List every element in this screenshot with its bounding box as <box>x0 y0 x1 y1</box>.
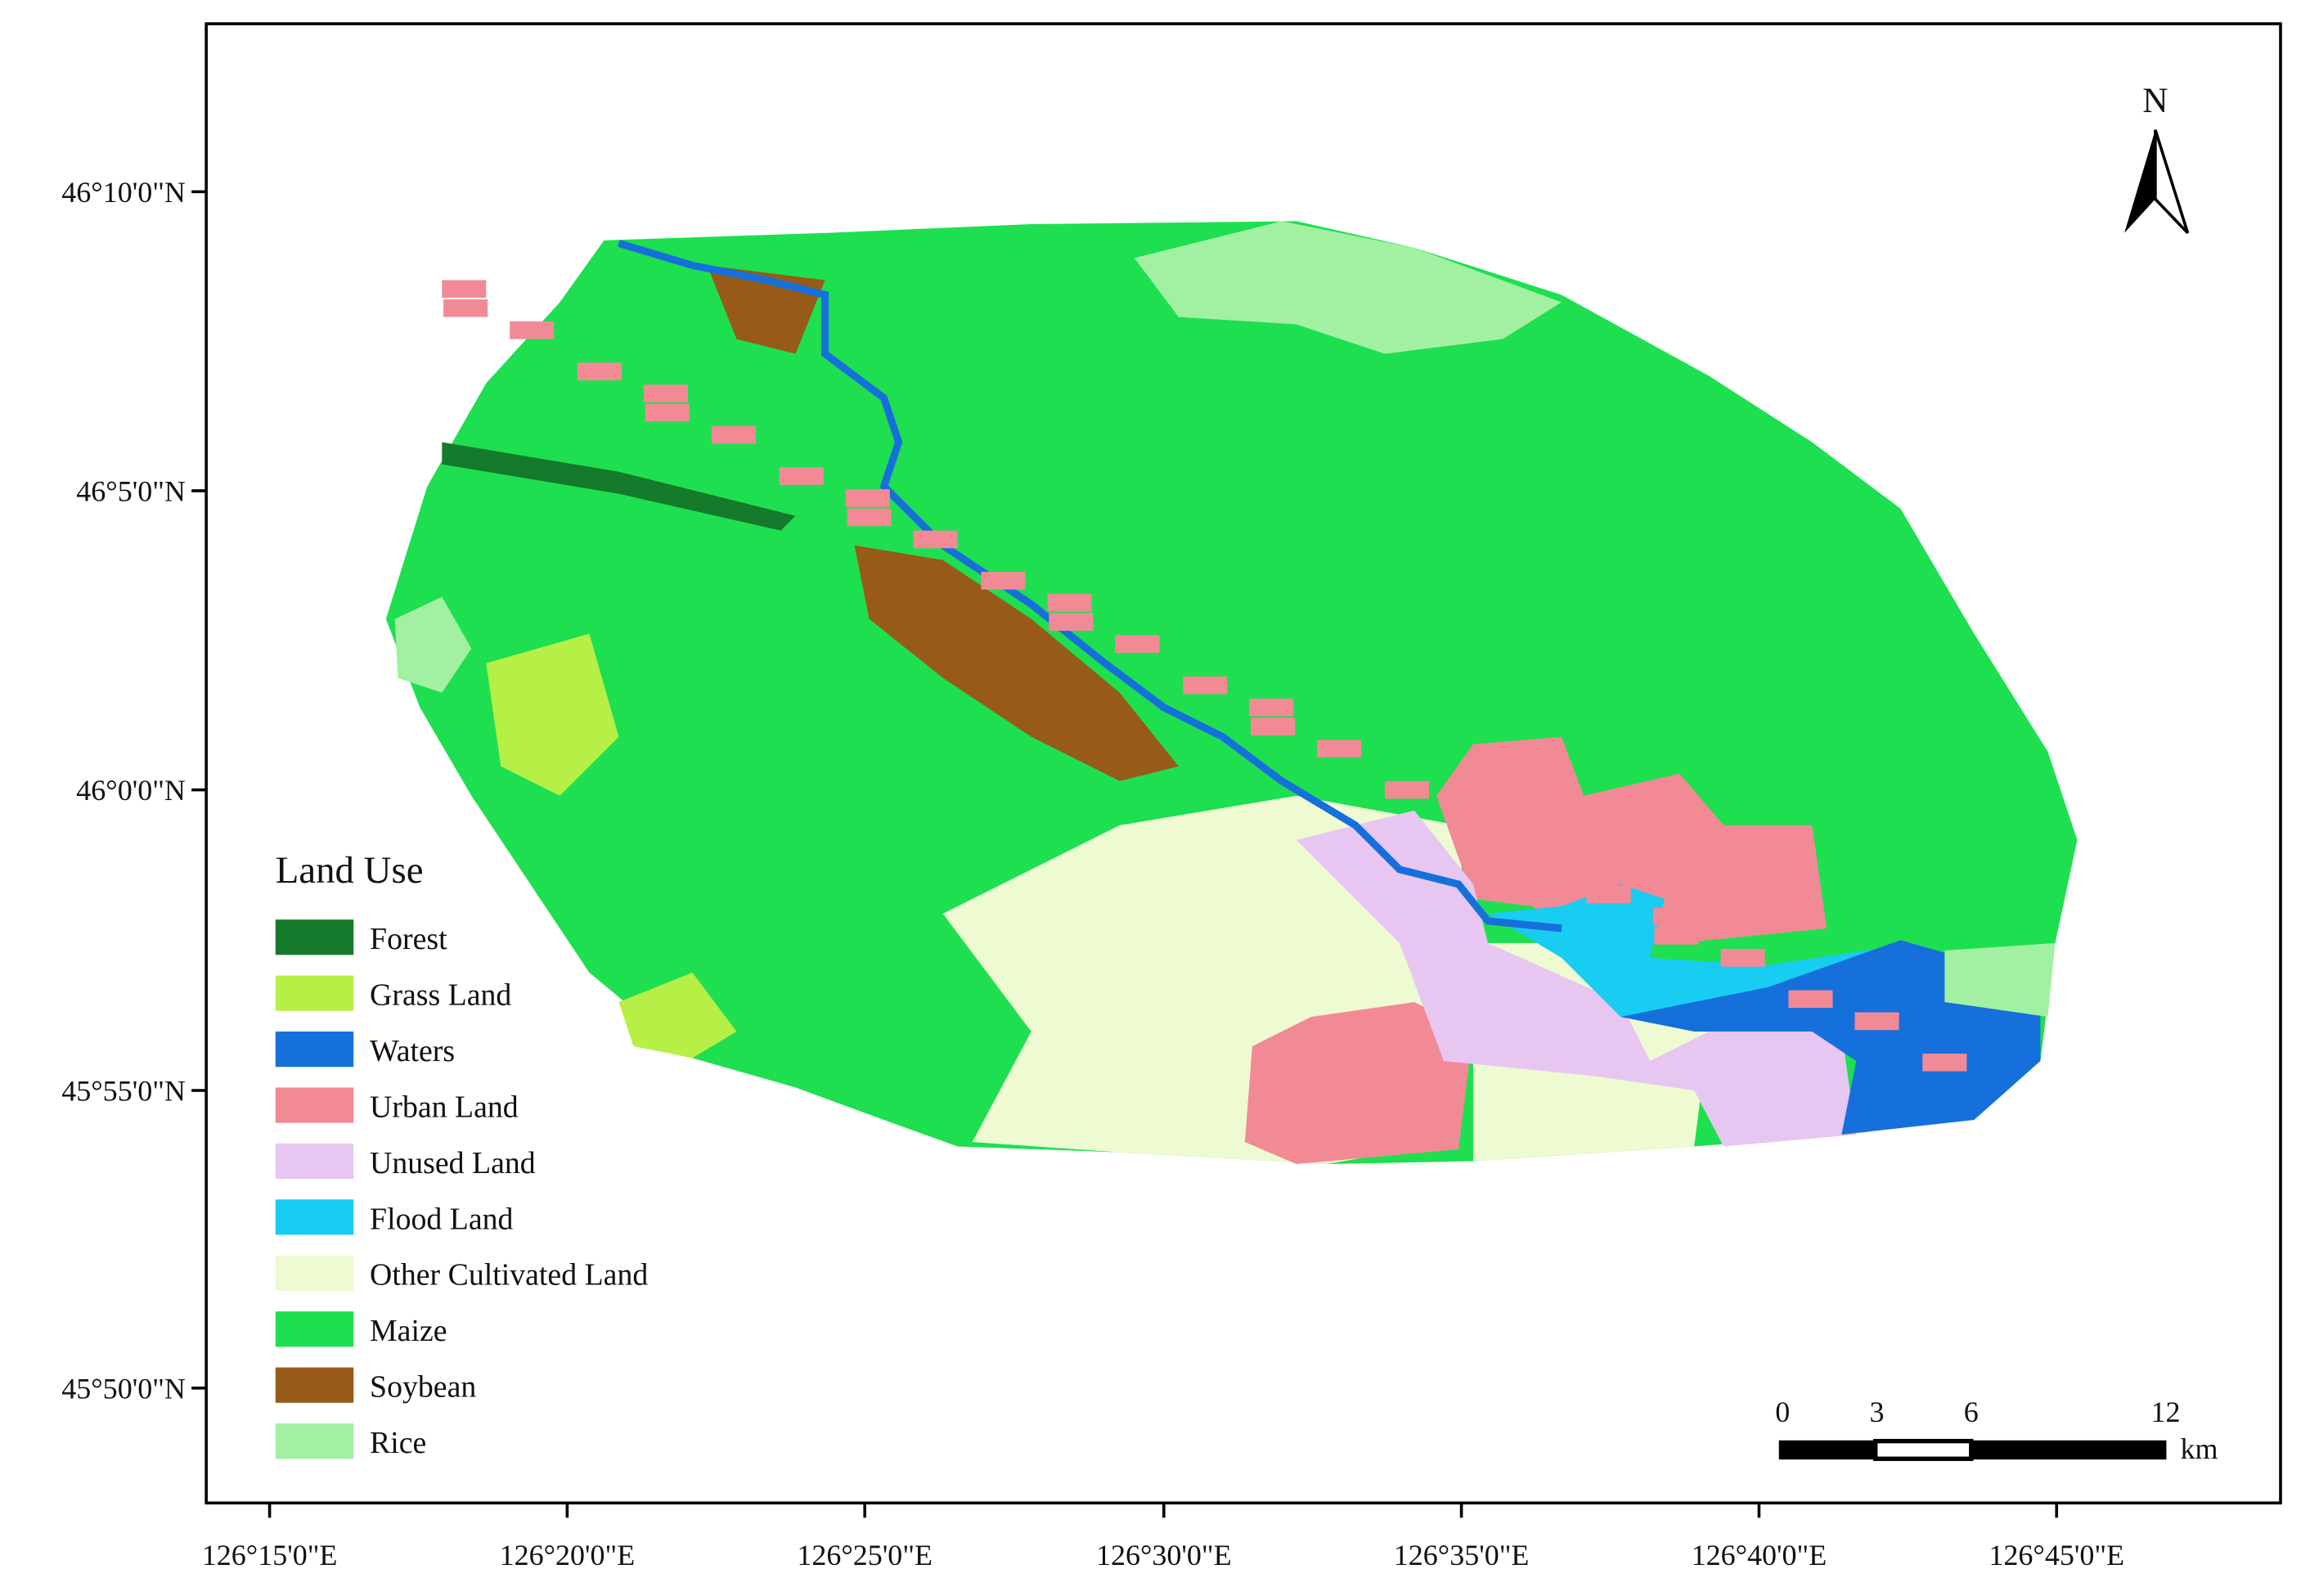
arrow-left <box>2124 129 2155 233</box>
scale-segment <box>1970 1440 2167 1460</box>
urban-patch <box>1452 822 1497 840</box>
legend-label: Flood Land <box>370 1202 513 1236</box>
axes: 46°10'0"N 46°5'0"N 46°0'0"N 45°55'0"N 45°50'… <box>61 176 2124 1571</box>
urban-patch <box>578 362 622 380</box>
scale-segment <box>1872 1438 1974 1461</box>
urban-patch <box>1652 907 1697 926</box>
urban <box>1244 1001 1474 1165</box>
legend-title: Land Use <box>276 849 424 892</box>
legend-swatch <box>275 1367 354 1403</box>
lat-label: 46°5'0"N <box>76 475 186 508</box>
urban-patch <box>1720 949 1765 967</box>
arrow-right <box>2154 129 2190 235</box>
urban-patch <box>1384 780 1429 799</box>
unused <box>1296 810 1857 1147</box>
lon-label: 126°40'0"E <box>1692 1539 1827 1571</box>
legend-label: Other Cultivated Land <box>370 1258 648 1293</box>
rice <box>1944 942 2056 1017</box>
lat-label: 46°10'0"N <box>61 176 186 209</box>
legend-swatch <box>275 1031 354 1068</box>
urban-patch <box>443 299 488 317</box>
legend-swatch <box>275 1199 354 1235</box>
legend-label: Forest <box>370 922 447 956</box>
urban-patch <box>847 508 892 527</box>
urban-patch <box>1047 594 1092 612</box>
legend-swatch <box>275 919 354 955</box>
urban-patch <box>1049 613 1094 632</box>
grass <box>486 633 619 796</box>
legend-swatch <box>275 975 354 1011</box>
scale-segment <box>1778 1440 1876 1460</box>
legend-label: Unused Land <box>370 1146 536 1180</box>
scale-tick-label: 0 <box>1775 1396 1790 1428</box>
lon-label: 126°35'0"E <box>1394 1539 1530 1571</box>
legend-swatch <box>275 1311 354 1347</box>
legend-label: Maize <box>370 1314 447 1348</box>
forest <box>442 442 796 531</box>
urban-patch <box>1183 676 1228 695</box>
legend-label: Grass Land <box>370 978 511 1013</box>
lat-label: 45°55'0"N <box>61 1075 186 1108</box>
urban-patch <box>1115 635 1160 654</box>
lon-label: 126°15'0"E <box>202 1539 338 1571</box>
urban-patch <box>510 321 555 339</box>
urban-patch <box>779 467 824 485</box>
lon-label: 126°45'0"E <box>1989 1539 2124 1571</box>
lat-label: 46°0'0"N <box>76 774 186 807</box>
urban-patch <box>981 572 1026 590</box>
urban-patch <box>1451 802 1496 821</box>
north-arrow: N <box>2124 81 2190 235</box>
urban-patch <box>913 530 958 549</box>
waters <box>1620 940 2041 1135</box>
rice <box>394 596 472 693</box>
urban-patch <box>1251 717 1296 735</box>
scale-tick-label: 6 <box>1964 1396 1979 1428</box>
legend-label: Waters <box>370 1034 455 1068</box>
grass <box>618 972 737 1059</box>
urban-patch <box>1854 1012 1899 1031</box>
legend: Land Use Forest Grass Land Waters Urban Lan… <box>275 849 648 1460</box>
urban-patch <box>845 489 890 507</box>
rice <box>1134 221 1562 354</box>
river <box>618 240 1562 933</box>
legend-swatch <box>275 1087 354 1123</box>
urban-patch <box>644 384 689 402</box>
scale-tick-label: 3 <box>1869 1396 1884 1428</box>
urban-patch <box>1518 844 1563 862</box>
urban-patch <box>1317 740 1362 758</box>
urban-patch <box>442 280 487 299</box>
legend-swatch <box>275 1255 354 1291</box>
soybean <box>854 545 1179 781</box>
lat-label: 45°50'0"N <box>61 1372 186 1405</box>
scale-unit: km <box>2181 1432 2218 1465</box>
north-label: N <box>2142 81 2168 120</box>
urban-patch <box>1788 990 1833 1009</box>
scale-tick-label: 12 <box>2150 1396 2180 1428</box>
legend-swatch <box>275 1423 354 1459</box>
urban-patch <box>1922 1053 1967 1072</box>
urban-patch <box>1249 698 1294 717</box>
land-use-map <box>385 221 2078 1165</box>
legend-label: Soybean <box>370 1370 476 1405</box>
urban-patch <box>645 403 690 422</box>
legend-swatch <box>275 1143 354 1180</box>
urban <box>1436 736 1827 943</box>
urban-patch <box>1586 885 1631 904</box>
legend-label: Urban Land <box>370 1090 519 1124</box>
lon-label: 126°30'0"E <box>1096 1539 1232 1571</box>
urban-patch <box>1654 927 1699 945</box>
lon-label: 126°20'0"E <box>500 1539 636 1571</box>
urban-patch <box>711 425 756 444</box>
lon-label: 126°25'0"E <box>797 1539 933 1571</box>
legend-label: Rice <box>370 1426 426 1460</box>
